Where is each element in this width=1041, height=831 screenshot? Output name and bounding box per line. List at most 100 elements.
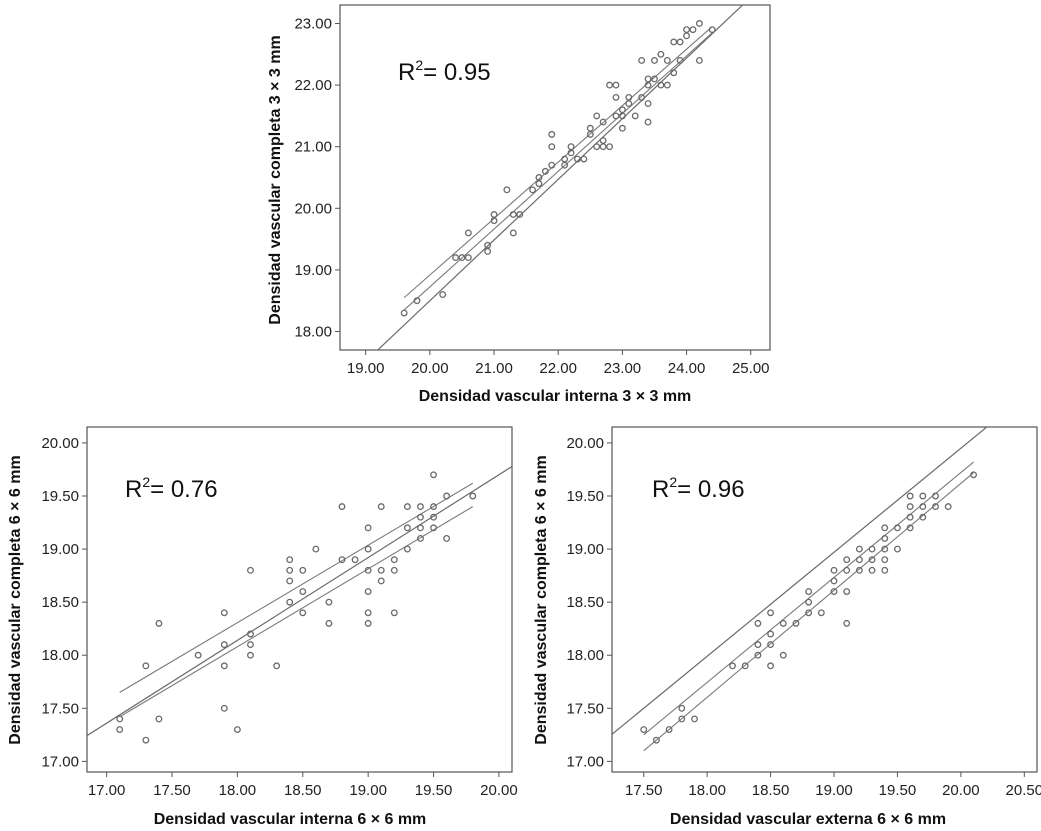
- data-point: [516, 211, 524, 218]
- plot-area-frame: [339, 4, 771, 351]
- x-tick-label: 18.00: [219, 782, 257, 799]
- y-tick-label: 21.00: [294, 139, 332, 156]
- data-point: [312, 545, 320, 553]
- data-point: [417, 535, 424, 542]
- x-tick-label: 19.00: [349, 782, 387, 799]
- data-point: [430, 524, 437, 532]
- y-tick-label: 18.00: [294, 324, 332, 341]
- plot-area-frame: [86, 426, 513, 773]
- y-tick-label: 18.00: [41, 647, 79, 664]
- data-point: [612, 112, 620, 120]
- data-point: [548, 161, 556, 169]
- data-point: [817, 609, 825, 617]
- data-point: [155, 619, 163, 627]
- data-point: [640, 726, 648, 733]
- data-point: [247, 641, 254, 649]
- data-point: [220, 609, 228, 617]
- data-point: [663, 81, 671, 89]
- x-tick-label: 17.50: [625, 782, 663, 799]
- data-point: [443, 492, 451, 500]
- data-point: [618, 124, 626, 132]
- data-point: [612, 81, 620, 89]
- y-tick-label: 19.00: [294, 262, 332, 279]
- data-point: [364, 545, 372, 553]
- data-point: [430, 503, 437, 511]
- data-point: [116, 726, 124, 733]
- data-point: [364, 588, 372, 595]
- x-tick-label: 17.00: [88, 782, 126, 799]
- data-point: [364, 609, 372, 617]
- x-axis-title: Densidad vascular interna 3 × 3 mm: [419, 388, 692, 405]
- data-point: [695, 20, 703, 27]
- data-point: [247, 651, 254, 659]
- x-tick-label: 22.00: [539, 360, 577, 377]
- data-point: [830, 577, 838, 585]
- data-point: [452, 254, 459, 262]
- data-point: [464, 229, 472, 237]
- data-point: [843, 619, 851, 627]
- data-point: [417, 513, 424, 521]
- data-point: [586, 124, 594, 132]
- x-tick-label: 20.00: [942, 782, 980, 799]
- y-axis-title: Densidad vascular completa 6 × 6 mm: [533, 455, 550, 744]
- data-point: [403, 524, 411, 532]
- confidence-line-lower: [643, 472, 974, 752]
- data-point: [631, 112, 639, 120]
- scatter-panel-top: 19.00 20.00 21.00 22.00 23.00 24.00 25.00 18.00…: [267, 4, 771, 405]
- data-point: [691, 715, 698, 723]
- data-point: [417, 503, 424, 511]
- data-point: [580, 155, 588, 163]
- data-point: [625, 100, 633, 108]
- data-point: [906, 524, 914, 532]
- data-point: [644, 75, 652, 83]
- data-point: [805, 598, 813, 606]
- data-point: [377, 577, 385, 585]
- data-point: [299, 566, 307, 574]
- data-point: [535, 174, 543, 181]
- data-point: [390, 566, 398, 574]
- data-point: [220, 662, 228, 670]
- data-point: [377, 566, 385, 574]
- data-point: [464, 254, 472, 262]
- data-point: [417, 524, 424, 532]
- y-axis-title: Densidad vascular completa 3 × 3 mm: [267, 35, 284, 324]
- data-point: [805, 588, 813, 595]
- data-point: [299, 588, 307, 595]
- data-point: [247, 566, 254, 574]
- data-point: [670, 69, 678, 77]
- data-point: [593, 112, 601, 120]
- data-point: [325, 598, 333, 606]
- data-point: [868, 556, 876, 564]
- data-point: [535, 180, 543, 188]
- confidence-line-upper: [119, 482, 474, 693]
- data-point: [233, 726, 241, 733]
- data-point: [142, 736, 150, 744]
- x-tick-label: 18.00: [688, 782, 726, 799]
- data-point: [247, 630, 254, 638]
- data-point: [843, 566, 851, 574]
- data-point: [754, 651, 762, 659]
- data-point: [286, 566, 294, 574]
- data-point: [881, 566, 889, 574]
- y-tick-label: 19.00: [566, 541, 604, 558]
- regression-line: [612, 427, 988, 735]
- data-point: [843, 588, 851, 595]
- data-point: [567, 143, 575, 151]
- y-tick-label: 20.00: [566, 435, 604, 452]
- data-point: [906, 492, 914, 500]
- data-point: [599, 118, 607, 126]
- data-point: [657, 81, 665, 89]
- data-point: [792, 619, 800, 627]
- data-point: [273, 662, 281, 670]
- confidence-line-lower: [403, 32, 713, 311]
- data-point: [351, 556, 359, 564]
- y-tick-label: 18.50: [566, 594, 604, 611]
- confidence-line-upper: [403, 26, 713, 299]
- data-point: [548, 143, 556, 151]
- y-tick-label: 18.00: [566, 647, 604, 664]
- confidence-line-upper: [643, 461, 974, 736]
- data-point: [881, 556, 889, 564]
- data-point: [390, 556, 398, 564]
- x-tick-label: 20.50: [1006, 782, 1041, 799]
